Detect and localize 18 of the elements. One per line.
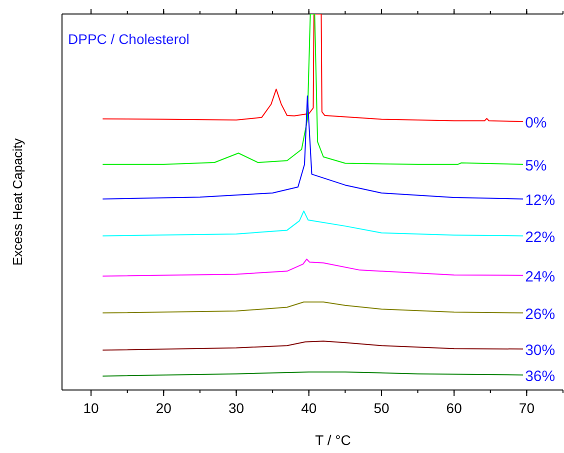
x-tick-label: 40 (301, 400, 317, 416)
series-label: 22% (525, 228, 556, 246)
series-label: 26% (525, 306, 556, 323)
y-axis-title: Excess Heat Capacity (10, 138, 25, 266)
x-tick-label: 60 (446, 400, 462, 416)
x-axis-title: T / °C (315, 432, 351, 448)
series-label: 0% (525, 114, 547, 132)
series-label: 12% (525, 192, 556, 209)
series-label: 36% (525, 368, 556, 385)
x-tick-label: 20 (156, 400, 172, 416)
text: DPPC / Cholesterol (68, 31, 190, 47)
x-tick-label: 70 (518, 400, 535, 416)
x-tick-label: 30 (228, 400, 244, 416)
series-label: 24% (525, 268, 556, 286)
series-label: 30% (525, 342, 556, 360)
x-tick-label: 10 (83, 400, 100, 416)
x-tick-label: 50 (374, 400, 390, 416)
series-label: 5% (525, 157, 547, 174)
